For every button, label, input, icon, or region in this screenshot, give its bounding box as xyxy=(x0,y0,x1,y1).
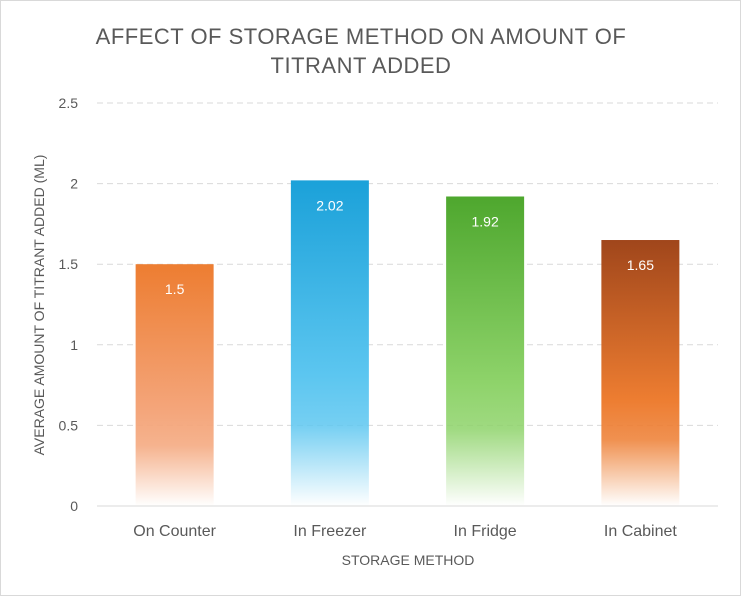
y-tick-label: 2.5 xyxy=(59,95,79,111)
x-tick-label: In Freezer xyxy=(293,523,367,540)
y-tick-label: 1.5 xyxy=(59,256,79,272)
data-label: 1.5 xyxy=(165,281,185,297)
data-label: 2.02 xyxy=(316,197,343,213)
y-tick-label: 1 xyxy=(70,337,78,353)
bar-in-freezer xyxy=(290,180,369,506)
bar-in-fridge xyxy=(446,196,525,506)
chart-title-line-1: AFFECT OF STORAGE METHOD ON AMOUNT OF xyxy=(96,24,627,49)
data-label: 1.65 xyxy=(627,257,654,273)
x-axis-title: STORAGE METHOD xyxy=(342,552,475,568)
bars xyxy=(135,180,680,506)
data-label: 1.92 xyxy=(472,213,499,229)
x-tick-label: In Cabinet xyxy=(604,523,677,540)
y-axis-title: AVERAGE AMOUNT OF TITRANT ADDED (ML) xyxy=(31,155,47,456)
bar-on-counter xyxy=(135,264,214,506)
y-tick-label: 0.5 xyxy=(59,417,79,433)
labels: 0 0.5 1 1.5 2 2.5 1.5 On Counter 2.02 In Freezer 1… xyxy=(59,95,678,540)
y-tick-label: 0 xyxy=(70,498,78,514)
x-tick-label: On Counter xyxy=(133,523,216,540)
x-tick-label: In Fridge xyxy=(454,523,517,540)
y-tick-label: 2 xyxy=(70,176,78,192)
chart-title-line-2: TITRANT ADDED xyxy=(271,53,452,78)
bar-in-cabinet xyxy=(601,240,680,506)
